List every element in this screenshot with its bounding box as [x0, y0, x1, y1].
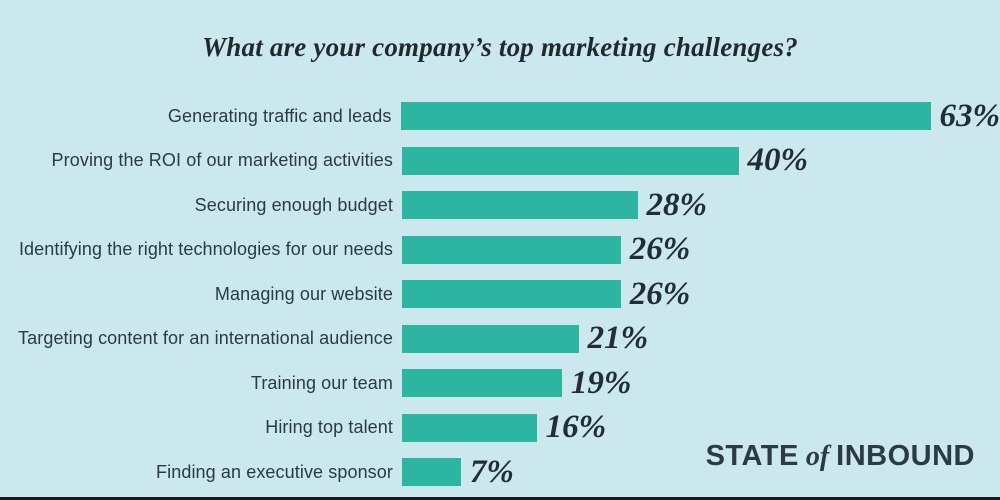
category-label: Generating traffic and leads [167, 105, 392, 126]
logo-word-state: STATE [705, 440, 799, 472]
bar [402, 146, 739, 175]
logo-word-inbound: INBOUND [836, 440, 975, 472]
bottom-border-strip [0, 497, 1000, 500]
value-label: 40% [747, 142, 809, 179]
value-label: 28% [646, 186, 708, 223]
value-label: 26% [629, 231, 691, 268]
chart-row: Identifying the right technologies for o… [0, 228, 1000, 273]
chart-row: Managing our website 26% [0, 272, 1000, 317]
bar [402, 191, 638, 220]
category-label: Managing our website [214, 283, 393, 304]
value-label: 16% [545, 409, 607, 446]
chart-row: Hiring top talent 16% [0, 406, 1000, 451]
value-label: 26% [629, 275, 691, 312]
value-label: 63% [939, 97, 1000, 134]
category-label: Targeting content for an international a… [18, 328, 393, 349]
value-label: 19% [570, 364, 632, 401]
value-label: 7% [469, 453, 514, 490]
category-label: Finding an executive sponsor [156, 461, 393, 482]
chart-row: Targeting content for an international a… [0, 317, 1000, 362]
chart-title: What are your company’s top marketing ch… [202, 32, 798, 62]
chart-row: Training our team 19% [0, 361, 1000, 406]
value-label: 21% [587, 320, 649, 357]
chart-row: Generating traffic and leads 63% [0, 94, 1000, 139]
state-of-inbound-logo: STATE of INBOUND [706, 440, 975, 473]
bar [402, 280, 621, 309]
logo-word-of: of [805, 441, 830, 472]
bar [400, 102, 931, 131]
category-label: Hiring top talent [265, 417, 393, 438]
category-label: Training our team [250, 372, 393, 393]
category-label: Proving the ROI of our marketing activit… [51, 150, 393, 171]
bar [402, 324, 579, 353]
chart-row: Proving the ROI of our marketing activit… [0, 139, 1000, 184]
chart-row: Finding an executive sponsor 7% [0, 450, 1000, 495]
bar [402, 458, 461, 487]
chart-row: Securing enough budget 28% [0, 183, 1000, 228]
bar [402, 369, 562, 398]
bar-chart: Generating traffic and leads 63% Proving t… [0, 94, 1000, 495]
bar [402, 235, 621, 264]
category-label: Identifying the right technologies for o… [18, 239, 393, 260]
category-label: Securing enough budget [194, 194, 393, 215]
bar [402, 413, 537, 442]
